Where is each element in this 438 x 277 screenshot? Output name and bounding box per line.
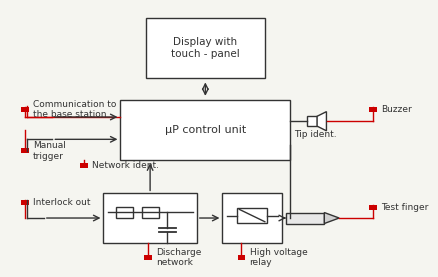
FancyBboxPatch shape	[145, 18, 264, 78]
Text: Discharge
network: Discharge network	[155, 248, 201, 268]
Text: Interlock out: Interlock out	[33, 198, 90, 207]
Bar	[141, 207, 158, 218]
Bar	[237, 255, 245, 260]
Bar	[21, 107, 28, 112]
Text: Buzzer: Buzzer	[380, 105, 411, 114]
Text: μP control unit: μP control unit	[164, 125, 245, 135]
Bar	[237, 208, 266, 223]
Bar	[144, 255, 152, 260]
Polygon shape	[316, 112, 326, 131]
Polygon shape	[307, 116, 316, 126]
FancyBboxPatch shape	[103, 193, 196, 243]
FancyBboxPatch shape	[120, 100, 290, 160]
Text: Communication to
the base station: Communication to the base station	[33, 100, 116, 119]
FancyBboxPatch shape	[222, 193, 281, 243]
Bar	[80, 163, 88, 168]
Bar	[116, 207, 133, 218]
Text: Manual
trigger: Manual trigger	[33, 141, 66, 161]
Text: Display with
touch - panel: Display with touch - panel	[170, 37, 239, 59]
Polygon shape	[324, 212, 339, 224]
Text: Tip ident.: Tip ident.	[294, 130, 336, 139]
Bar	[286, 212, 324, 224]
Text: High voltage
relay: High voltage relay	[249, 248, 307, 268]
Bar	[21, 201, 28, 206]
Bar	[368, 205, 376, 210]
Bar	[368, 107, 376, 112]
Text: Test finger: Test finger	[380, 203, 427, 212]
Bar	[21, 148, 28, 153]
Text: Network ident.: Network ident.	[92, 161, 159, 170]
